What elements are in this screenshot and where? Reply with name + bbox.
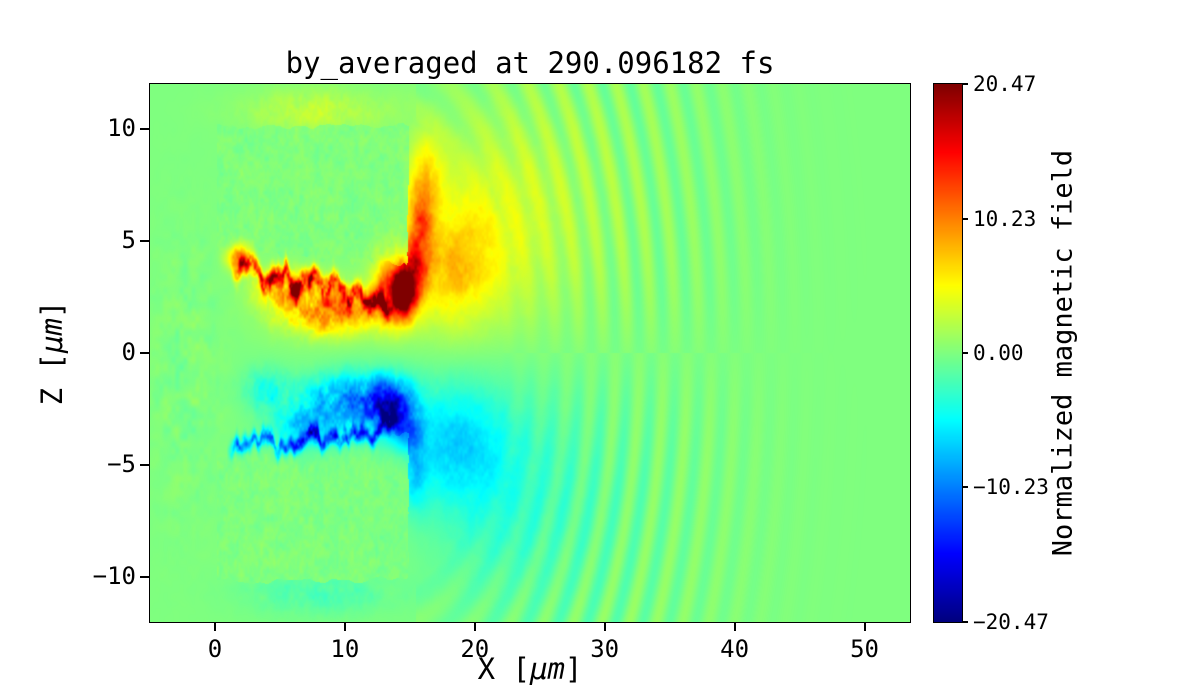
x-tick-mark xyxy=(603,622,606,631)
y-tick-mark xyxy=(140,127,149,130)
x-tick-mark xyxy=(473,622,476,631)
plot-title: by_averaged at 290.096182 fs xyxy=(285,46,775,80)
x-tick-label: 30 xyxy=(590,635,620,663)
colorbar-tick-mark xyxy=(962,352,968,354)
colorbar-tick-mark xyxy=(962,486,968,489)
x-tick-label: 40 xyxy=(720,635,750,663)
y-tick-mark xyxy=(140,352,149,354)
y-tick-mark xyxy=(140,576,149,579)
y-tick-mark xyxy=(140,239,149,242)
colorbar-tick-label: −10.23 xyxy=(973,475,1049,500)
x-axis-label-suffix: ] xyxy=(564,652,583,686)
x-tick-label: 0 xyxy=(207,635,223,663)
x-tick-mark xyxy=(213,622,216,631)
heatmap-canvas xyxy=(150,84,910,622)
y-tick-mark xyxy=(140,464,149,467)
y-tick-label: −5 xyxy=(107,450,136,479)
y-tick-label: 0 xyxy=(121,338,136,366)
x-tick-label: 50 xyxy=(850,635,879,663)
x-axis-label: X [μm] xyxy=(478,652,583,686)
colorbar-tick-mark xyxy=(962,83,968,85)
y-tick-label: −10 xyxy=(92,562,136,591)
x-tick-mark xyxy=(733,622,736,631)
y-tick-label: 5 xyxy=(121,225,136,254)
colorbar-tick-label: 20.47 xyxy=(973,72,1037,96)
x-axis-label-prefix: X [ xyxy=(477,652,530,686)
y-axis-label-suffix: ] xyxy=(35,300,69,319)
colorbar-tick-label: −20.47 xyxy=(973,610,1049,634)
x-tick-mark xyxy=(343,622,346,631)
colorbar-tick-label: 10.23 xyxy=(973,206,1037,231)
colorbar-tick-mark xyxy=(962,217,968,220)
x-axis-label-unit: μm xyxy=(530,652,565,686)
x-tick-mark xyxy=(863,622,866,631)
colorbar-tick-mark xyxy=(962,621,968,623)
x-tick-label: 20 xyxy=(460,635,490,663)
y-tick-label: 10 xyxy=(107,113,136,142)
colorbar-tick-label: 0.00 xyxy=(973,341,1024,365)
x-tick-label: 10 xyxy=(330,635,360,663)
colorbar-canvas xyxy=(934,84,962,622)
colorbar-label: Normalized magnetic field xyxy=(1047,149,1079,557)
